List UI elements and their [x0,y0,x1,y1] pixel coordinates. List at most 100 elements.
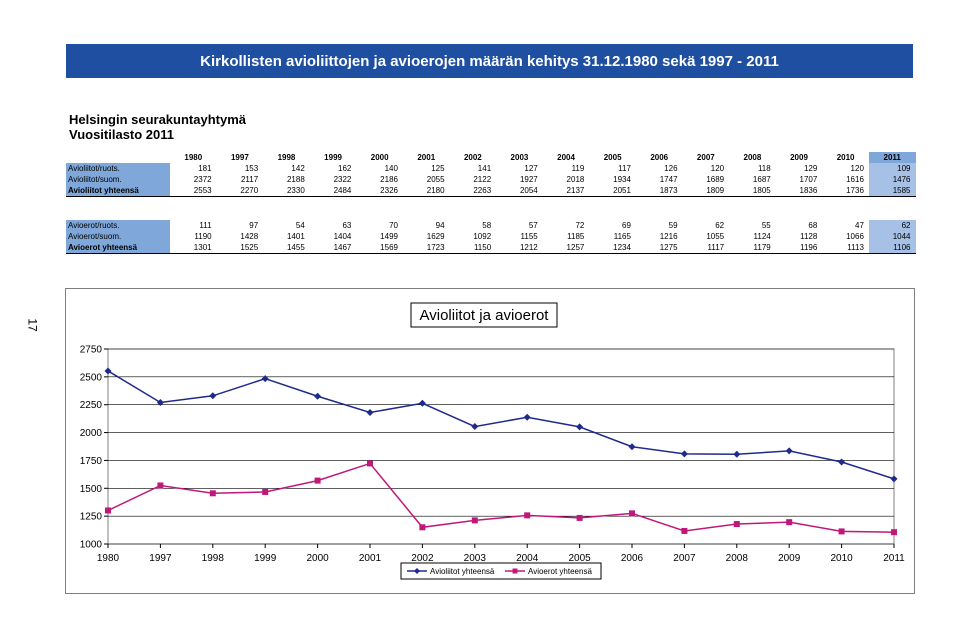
table-cell: 1155 [520,232,538,241]
x-tick-label: 2009 [778,553,801,564]
table-cell: 1212 [496,242,543,254]
data-point [366,409,374,417]
legend-box [400,562,602,580]
table-cell: 1165 [613,232,631,241]
table-cell: 2553 [170,185,217,197]
chart-title: Avioliitot ja avioerot [420,307,550,324]
table-cell: 142 [291,164,305,173]
table-cell: 1113 [822,242,869,254]
table-cell: 97 [249,221,259,230]
table-cell: 1190 [194,232,212,241]
data-point [680,450,688,458]
year-header: 2010 [836,153,855,162]
marriages-table: 1980 1997 1998 1999 2000 2001 2002 2003 2004 2005… [66,152,916,197]
table-cell: 1428 [240,232,259,241]
table-cell: 2180 [402,185,450,197]
table-corner-cell [66,152,170,163]
row-label: Avioerot yhteensä [66,242,170,254]
x-tick-label: 2005 [568,553,591,564]
y-tick-label: 2750 [80,345,103,356]
table-cell: 1723 [402,242,450,254]
row-label: Avioerot/suom. [66,231,170,242]
data-point [471,517,478,524]
table-row: Avioliitot yhteensä 2553 2270 2330 2484 2326 2… [66,185,916,197]
data-point [629,510,635,517]
table-cell: 111 [199,221,212,230]
x-tick-label: 2011 [883,553,905,564]
table-cell: 1179 [729,242,776,254]
data-point [419,524,426,531]
year-header: 1999 [324,153,342,162]
table-cell: 1044 [868,231,916,242]
table-cell: 126 [664,164,678,173]
table-cell: 1257 [542,242,590,254]
data-point [523,413,531,421]
data-point [628,443,636,451]
table-cell: 118 [757,164,771,173]
series-line [107,370,895,480]
chart-frame: 1000 1250 1500 1750 2000 2250 2500 2750 1980 1997… [65,288,915,594]
x-tick-label: 2001 [359,553,382,564]
table-cell: 1234 [589,242,636,254]
legend-marker [512,568,518,574]
x-tick-label: 1980 [97,553,120,564]
y-tick-label: 2250 [80,400,103,411]
table-cell: 1404 [333,232,352,241]
x-tick-label: 1998 [202,553,225,564]
table-cell: 2263 [449,185,497,197]
x-tick-label: 2000 [306,553,329,564]
table-cell: 2372 [193,175,212,184]
page-banner-title: Kirkollisten avioliittojen ja avioerojen… [66,44,913,78]
y-tick-label: 2500 [80,372,103,383]
data-point [157,482,164,489]
data-point [890,475,898,483]
year-header: 2007 [696,153,715,162]
data-point [576,423,584,431]
table-cell: 1150 [449,242,497,254]
table-cell: 62 [715,221,725,230]
table-row: Avioerot yhteensä 1301 1525 1455 1467 1569 172… [66,242,916,254]
table-row: Avioliitot/suom. 2372 2117 2188 2322 2186 2055… [66,174,916,185]
table-cell: 62 [868,220,916,231]
data-point [471,423,479,431]
table-cell: 1066 [846,232,864,241]
table-cell: 1216 [659,232,678,241]
table-cell: 1873 [635,185,683,197]
data-point [891,529,897,536]
year-header: 2000 [370,153,389,162]
table-cell: 2055 [426,175,445,184]
table-cell: 141 [477,164,492,173]
table-cell: 1747 [659,175,678,184]
year-header: 2004 [557,153,575,162]
table-cell: 1467 [309,242,357,254]
x-tick-label: 2003 [464,553,487,564]
data-point [681,527,688,534]
table-cell: 1525 [216,242,264,254]
table-cell: 127 [524,164,538,173]
table-cell: 1805 [729,185,776,197]
year-header: 2006 [650,153,669,162]
table-cell: 47 [855,221,864,230]
series-line [107,462,895,533]
table-cell: 63 [342,221,352,230]
y-tick-label: 1750 [80,456,103,467]
year-header: 2005 [603,153,622,162]
y-tick-label: 1000 [80,540,103,551]
table-cell: 1809 [682,185,730,197]
table-cell: 57 [528,221,538,230]
table-cell: 1707 [799,175,818,184]
table-cell: 1185 [567,232,585,241]
data-point [785,447,793,455]
line-chart: 1000 1250 1500 1750 2000 2250 2500 2750 1980 1997… [80,302,905,580]
legend-label: Avioliitot yhteensä [430,567,495,576]
table-cell: 2270 [216,185,264,197]
table-cell: 68 [808,221,818,230]
table-cell: 55 [761,221,771,230]
table-cell: 120 [710,164,725,173]
data-point [314,477,321,484]
table-cell: 1128 [800,232,818,241]
table-cell: 1689 [706,175,725,184]
table-cell: 1301 [170,242,217,254]
data-point [838,458,846,466]
year-header: 1997 [230,153,249,162]
